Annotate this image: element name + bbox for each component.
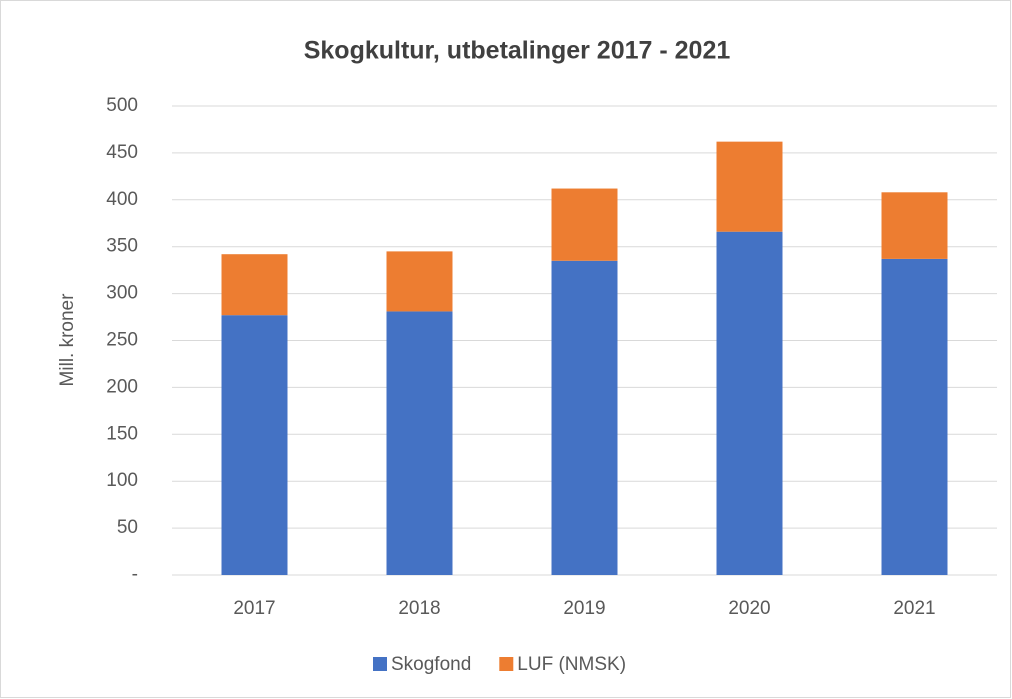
y-tick-label: 100 [106, 470, 138, 491]
y-tick-label: 150 [106, 423, 138, 444]
y-tick-label: 400 [106, 189, 138, 210]
y-tick-label: 300 [106, 283, 138, 304]
bar-segment [716, 141, 783, 232]
bar-segment [716, 231, 783, 575]
bar-segment [551, 260, 618, 575]
legend-label: LUF (NMSK) [517, 654, 626, 675]
y-tick-label: - [132, 564, 138, 585]
bar-segment [881, 192, 948, 259]
x-tick-label: 2019 [563, 598, 605, 619]
bar-segment [221, 254, 288, 316]
bar-segment [386, 251, 453, 312]
bar-segment [551, 188, 618, 261]
y-tick-label: 350 [106, 236, 138, 257]
chart-title: Skogkultur, utbetalinger 2017 - 2021 [304, 37, 731, 65]
bar-segment [386, 311, 453, 575]
y-axis-label: Mill. kroner [57, 293, 78, 387]
bar-segment [221, 315, 288, 575]
x-tick-label: 2021 [893, 598, 935, 619]
y-tick-label: 200 [106, 376, 138, 397]
y-tick-label: 450 [106, 142, 138, 163]
x-tick-label: 2017 [233, 598, 275, 619]
legend-label: Skogfond [391, 654, 471, 675]
x-tick-label: 2018 [398, 598, 440, 619]
bar-segment [881, 258, 948, 575]
legend-swatch [499, 657, 514, 671]
y-tick-label: 500 [106, 95, 138, 116]
y-tick-label: 250 [106, 330, 138, 351]
legend-swatch [373, 657, 387, 671]
x-tick-label: 2020 [728, 598, 770, 619]
y-tick-label: 50 [117, 517, 138, 538]
